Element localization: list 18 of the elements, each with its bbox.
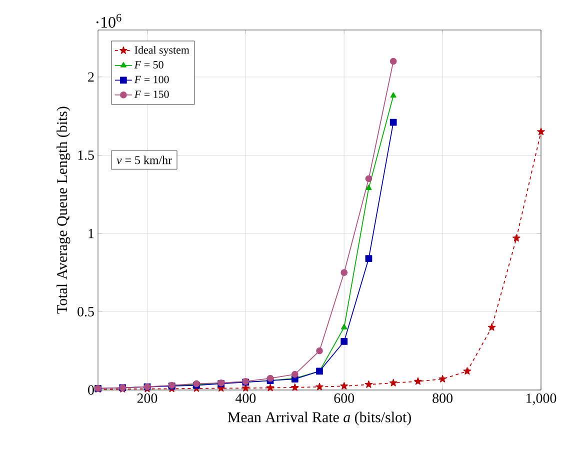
x-tick-label: 800	[432, 394, 452, 403]
x-tick-label: 400	[235, 394, 256, 403]
y-tick-label: 2	[88, 72, 94, 82]
legend-label: F = 100	[134, 76, 169, 84]
legend-label: F = 50	[134, 61, 164, 68]
legend-label: Ideal system	[134, 46, 190, 56]
x-tick-label: 600	[334, 394, 354, 403]
y-axis-title: Total Average Queue Length (bits)	[56, 106, 70, 314]
legend-label: F = 150	[134, 90, 169, 98]
x-tick-label: 200	[137, 394, 158, 403]
x-axis-title: Mean Arrival Rate a (bits/slot)	[228, 412, 411, 426]
x-tick-label: 1,000	[526, 394, 556, 405]
y-tick-label: 0.5	[78, 306, 94, 316]
y-tick-label: 0	[88, 385, 94, 395]
y-tick-label: 1	[88, 228, 94, 238]
text: ·10$^{6}$	[96, 14, 122, 28]
annotation: v = 5 km/hr	[116, 156, 172, 164]
y-tick-label: 1.5	[78, 150, 94, 160]
